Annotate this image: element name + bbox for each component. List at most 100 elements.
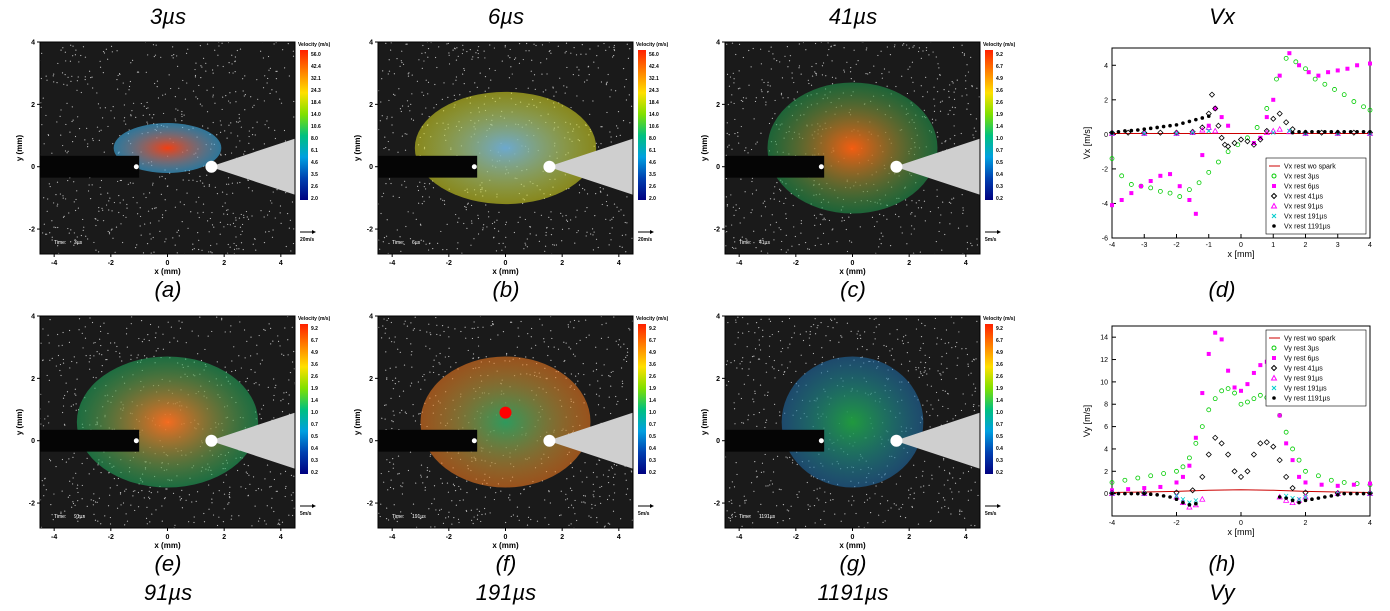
data-point	[1139, 184, 1144, 189]
colorbar-tick: 0.7	[996, 422, 1003, 428]
data-point	[1148, 126, 1153, 131]
legend-swatch	[1270, 364, 1278, 372]
y-tick-label: 4	[31, 40, 35, 47]
colorbar-tick: 0.4	[996, 446, 1003, 452]
colorbar-tick: 1.9	[311, 386, 318, 392]
y-tick-label: 4	[31, 314, 35, 321]
anode-electrode	[548, 138, 633, 195]
data-point	[1303, 129, 1308, 134]
data-point	[1368, 129, 1372, 134]
data-point	[1284, 496, 1288, 500]
data-point	[1351, 99, 1357, 104]
legend-swatch	[1272, 396, 1276, 400]
x-tick-label: -4	[389, 260, 395, 267]
colorbar-tick: 1.0	[996, 410, 1003, 416]
legend-label: Vx rest 1191µs	[1284, 224, 1331, 231]
data-point	[1157, 129, 1164, 136]
colorbar-tick: 2.6	[311, 374, 318, 380]
data-point	[1226, 123, 1231, 128]
y-tick-label: 2	[369, 376, 373, 383]
x-tick-label: -1	[1206, 242, 1212, 249]
data-point	[1290, 498, 1295, 503]
data-point	[1213, 106, 1218, 111]
data-point	[1310, 497, 1314, 502]
colorbar-tick: 1.0	[649, 410, 656, 416]
colorbar-tick: 42.4	[649, 64, 659, 70]
data-point	[1270, 115, 1277, 122]
x-tick-label: 2	[560, 534, 564, 541]
y-tick-label: -4	[1102, 201, 1108, 208]
colorbar-tick: 14.0	[311, 112, 321, 118]
data-point	[1190, 130, 1195, 135]
data-point	[1345, 66, 1350, 71]
y-axis-label: y (mm)	[700, 409, 709, 436]
time-label: Time:	[739, 514, 751, 520]
data-point	[1257, 440, 1264, 447]
data-point	[1116, 491, 1121, 496]
data-point	[1110, 130, 1114, 135]
data-point	[1342, 129, 1346, 134]
data-point	[1218, 440, 1225, 447]
colorbar-tick: 0.2	[649, 470, 656, 476]
legend-swatch	[1272, 184, 1276, 188]
data-point	[1158, 484, 1163, 489]
colorbar-tick: 2.0	[311, 196, 318, 202]
data-point	[1263, 127, 1270, 134]
data-point	[1335, 492, 1340, 497]
vy-profile-chart: -4 -2 0 2 4 0 2 4 6 8 10 12 14 x [mm] Vy [m/s] Vy rest …	[1082, 325, 1374, 537]
caption-top-4: Vx	[1209, 4, 1235, 29]
data-point	[1199, 124, 1206, 131]
data-point	[1296, 496, 1302, 502]
data-point	[1109, 156, 1115, 161]
data-point	[1244, 138, 1251, 145]
caption-letter-a: (a)	[154, 277, 182, 302]
colorbar-tick: 1.9	[996, 386, 1003, 392]
anode-electrode	[210, 138, 295, 195]
x-tick-label: 0	[504, 534, 508, 541]
x-tick-label: -4	[389, 534, 395, 541]
x-tick-label: -2	[1173, 520, 1179, 527]
colorbar-tick: 3.6	[311, 362, 318, 368]
caption-bottom-4: Vy	[1209, 580, 1235, 605]
series-line	[1111, 489, 1371, 494]
legend-label: Vy rest 191µs	[1284, 386, 1327, 393]
data-point	[1216, 159, 1221, 165]
colorbar-tick: 24.3	[311, 88, 321, 94]
data-point	[1306, 70, 1311, 75]
data-point	[1238, 401, 1244, 407]
piv-panel-a: -4 -2 0 2 4 4 2 0 -2 x (mm) y (mm) Time: 3µs Velocity…	[15, 40, 330, 277]
caption-bottom-2: 191µs	[475, 580, 537, 605]
colorbar-title: Velocity (m/s)	[298, 316, 330, 322]
colorbar-title: Velocity (m/s)	[636, 316, 668, 322]
colorbar-tick: 56.0	[311, 52, 321, 58]
x-tick-label: -2	[1173, 242, 1179, 249]
legend-label: Vy rest 6µs	[1284, 356, 1319, 363]
data-point	[1180, 464, 1186, 470]
piv-panel-g: -4 -2 0 2 4 4 2 0 -2 x (mm) y (mm) Time: 1191µs Veloc…	[700, 314, 1015, 551]
data-point	[1142, 127, 1147, 131]
scale-arrow-head	[997, 230, 1001, 234]
data-point	[1141, 131, 1147, 136]
data-point	[1326, 70, 1331, 75]
caption-letter-c: (c)	[840, 277, 866, 302]
colorbar-tick: 4.6	[649, 160, 656, 166]
data-point	[1199, 495, 1206, 502]
data-point	[1226, 368, 1231, 373]
time-value: 41µs	[759, 240, 770, 246]
data-point	[1161, 471, 1166, 476]
cathode-tip	[471, 164, 477, 170]
data-point	[1148, 185, 1154, 191]
colorbar-tick: 14.0	[649, 112, 659, 118]
colorbar	[985, 324, 993, 474]
y-tick-label: 2	[31, 102, 35, 109]
data-point	[1187, 503, 1192, 507]
data-point	[1355, 129, 1359, 134]
x-tick-label: 0	[851, 534, 855, 541]
data-point	[1322, 81, 1328, 87]
y-tick-label: 2	[31, 376, 35, 383]
series-4	[1108, 124, 1374, 136]
data-point	[1251, 396, 1257, 402]
data-point	[1168, 172, 1173, 177]
data-point	[1310, 129, 1314, 134]
